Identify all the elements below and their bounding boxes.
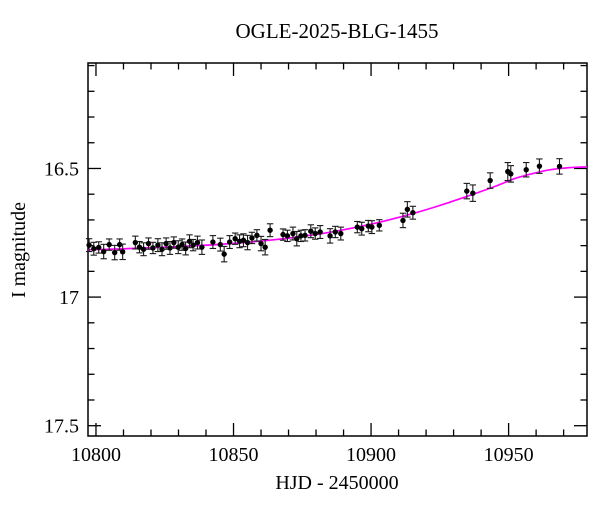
y-axis-label: I magnitude <box>8 202 30 298</box>
data-point <box>96 244 102 251</box>
data-point <box>232 235 238 242</box>
data-point <box>508 171 514 177</box>
y-tick-label: 16.5 <box>44 158 79 180</box>
data-point <box>267 227 273 233</box>
data-point <box>556 163 563 170</box>
data-point <box>376 222 383 229</box>
data-point <box>536 163 543 169</box>
data-point <box>290 230 296 237</box>
data-point <box>159 246 165 252</box>
data-point <box>354 224 361 230</box>
data-point <box>400 217 406 224</box>
y-tick-label: 17.5 <box>44 416 79 438</box>
data-point <box>210 239 216 245</box>
chart-title: OGLE-2025-BLG-1455 <box>236 19 439 43</box>
data-point <box>302 232 308 239</box>
data-point <box>179 241 185 248</box>
data-point <box>523 167 529 173</box>
data-point <box>487 177 493 184</box>
data-point <box>199 244 205 250</box>
data-point <box>298 233 304 239</box>
data-point <box>182 245 189 252</box>
data-point <box>338 230 344 237</box>
x-tick-label: 10850 <box>209 444 259 466</box>
data-point <box>155 242 161 248</box>
data-point <box>132 239 139 246</box>
data-point <box>175 244 181 250</box>
data-point <box>254 232 260 239</box>
data-point <box>470 190 476 196</box>
data-point <box>249 235 255 241</box>
data-point <box>240 237 247 243</box>
data-point <box>369 224 375 230</box>
data-point <box>140 246 147 252</box>
data-point <box>280 231 286 238</box>
data-point <box>294 235 300 242</box>
data-point <box>244 239 251 246</box>
data-point <box>317 229 323 235</box>
data-point <box>410 210 416 216</box>
data-point <box>86 242 92 248</box>
data-point <box>190 242 196 248</box>
data-point <box>312 230 318 237</box>
data-point <box>150 245 156 251</box>
x-tick-label: 10800 <box>71 444 121 466</box>
data-point <box>106 241 112 248</box>
data-point <box>163 240 169 247</box>
x-axis-label: HJD - 2450000 <box>275 472 398 494</box>
chart-layer: 10800 10850 10900 10950 16.5 17 17.5 <box>44 62 588 466</box>
data-point <box>167 245 173 251</box>
data-point <box>332 229 338 235</box>
data-point <box>226 239 233 245</box>
data-point <box>359 225 365 232</box>
data-point <box>258 240 264 247</box>
data-point <box>119 249 126 255</box>
data-point <box>464 188 470 194</box>
data-point <box>284 233 291 239</box>
data-point <box>221 251 227 257</box>
data-point <box>136 244 143 250</box>
data-point <box>100 248 107 255</box>
data-point <box>111 249 118 256</box>
x-tick-label: 10900 <box>346 444 396 466</box>
data-point <box>404 206 411 213</box>
data-point <box>194 239 201 246</box>
data-point <box>91 246 97 252</box>
data-point <box>308 228 314 234</box>
y-tick-label: 17 <box>59 287 79 309</box>
x-tick-label: 10950 <box>484 444 534 466</box>
data-point <box>262 244 268 250</box>
data-point <box>145 240 152 247</box>
data-point <box>327 233 333 239</box>
